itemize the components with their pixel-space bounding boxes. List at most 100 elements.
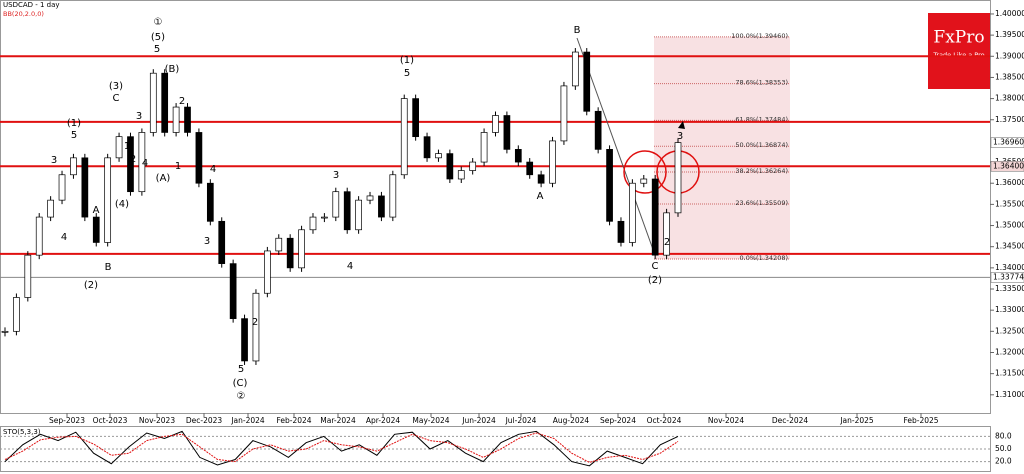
y-tick-label: 1.34500 [995,242,1024,251]
candle [229,263,237,319]
candle [81,157,89,218]
price-tag-label: 1.36960 [993,138,1024,147]
x-tick-label: Apr-2024 [366,416,401,425]
candle [571,51,579,87]
wave-label: ① [154,17,163,28]
y-tick-label: 1.38000 [995,94,1024,103]
y-tick-label: 1.37500 [995,115,1024,124]
candle [286,237,294,269]
indicator-label: BB(20,2.0,0) [3,10,44,18]
wave-label: 3 [677,131,683,142]
logo-tagline: Trade Like a Pro [932,51,984,59]
x-tick-label: Jul-2024 [505,416,537,425]
candle [606,149,613,222]
candle [161,72,169,133]
x-tick-label: Aug-2024 [553,416,590,425]
x-tick-label: May-2024 [412,416,449,425]
candle [412,98,419,138]
candle [435,153,442,159]
wave-label: ② [237,391,246,402]
wave-label: 3 [136,111,142,122]
candle [138,132,146,193]
y-tick-label: 1.36000 [995,178,1024,187]
plot-frame [0,0,991,414]
candle [92,216,100,243]
stoch-tick-label: 20.0 [995,457,1012,466]
wave-label: A [93,205,100,216]
wave-label: 3 [51,155,57,166]
x-tick-label: Feb-2025 [903,416,938,425]
wave-label: 2 [130,154,136,165]
wave-label: (2) [84,280,98,291]
candle [70,157,77,176]
x-tick-label: Jun-2024 [461,416,496,425]
y-tick-label: 1.40000 [995,9,1024,18]
candle [332,191,340,218]
candle [298,229,305,269]
stoch-signal [4,432,679,463]
y-tick-label: 1.32500 [995,326,1024,335]
candle [321,216,328,219]
candle [457,170,465,180]
candle [503,115,511,150]
arrow [678,121,685,129]
stoch-main [4,430,679,467]
x-tick-label: Nov-2024 [708,416,744,425]
candle [480,132,488,163]
candle [355,199,362,231]
wave-label: 5 [71,130,77,141]
candle [309,216,317,231]
candle [560,85,568,142]
x-tick-label: Oct-2023 [93,416,128,425]
candle [617,220,625,243]
fib-label: 78.6%(1.38353) [735,79,788,87]
y-tick-label: 1.33000 [995,305,1024,314]
symbol-title: USDCAD - 1 day [3,1,60,9]
candle [218,220,226,264]
wave-label: (1) [67,118,81,129]
candle [24,254,32,298]
stoch-tick-label: 80.0 [995,431,1012,440]
wave-label: A [537,191,544,202]
y-tick-label: 1.38500 [995,72,1024,81]
wave-label: (A) [156,173,171,184]
candle [172,106,180,133]
x-tick-label: Mar-2024 [320,416,356,425]
logo-box [928,13,990,89]
fib-label: 0.0%(1.34208) [740,254,788,262]
candle [275,237,283,252]
price-tag-label: 1.33774 [993,272,1024,281]
fib-label: 50.0%(1.36874) [735,141,788,149]
wave-label: (1) [400,55,414,66]
fib-label: 61.8%(1.37484) [735,115,788,123]
price-tag [990,137,1024,148]
candle [537,174,545,184]
price-tag [990,161,1024,172]
stochastic-title: STO(5,3,3) [3,428,41,436]
highlight-circle [623,150,667,194]
x-tick-label: Dec-2023 [186,416,223,425]
candle [127,136,134,193]
y-tick-label: 1.35000 [995,221,1024,230]
candle [252,292,260,362]
candle [366,195,374,201]
candle [378,195,385,218]
candle [526,161,534,176]
wave-label: (4) [115,199,129,210]
candle [149,72,157,133]
wave-label: 3 [333,170,339,181]
x-tick-label: Dec-2024 [772,416,809,425]
candle [104,157,112,243]
candle [492,115,499,133]
candle [184,106,191,133]
y-tick-label: 1.35500 [995,199,1024,208]
candle [674,142,682,214]
candle [469,161,477,171]
candle [583,51,591,112]
wave-label: C [652,261,659,272]
candle [13,297,20,332]
y-tick-label: 1.33500 [995,284,1024,293]
price-tag [990,272,1024,283]
